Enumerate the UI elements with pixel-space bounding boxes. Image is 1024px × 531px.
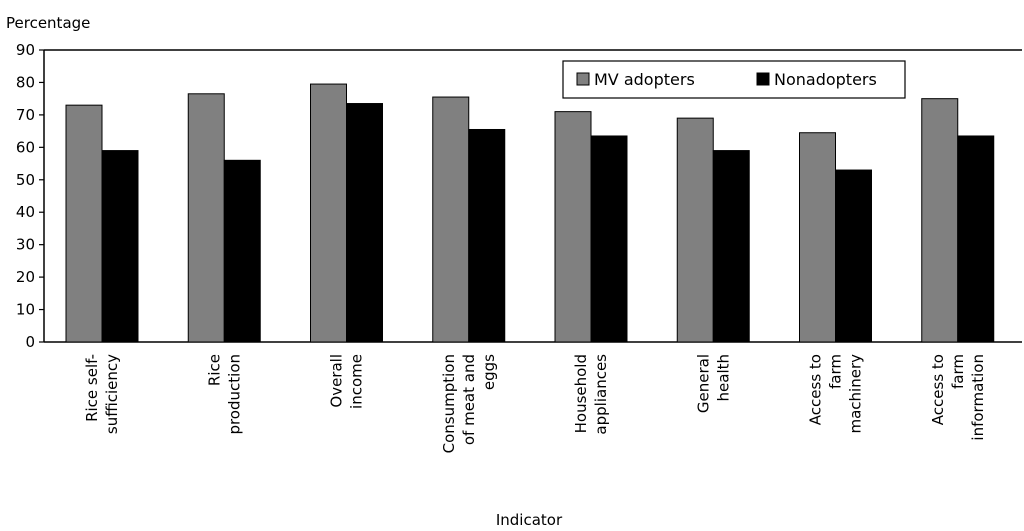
x-category-label-line: production — [225, 354, 243, 435]
y-axis-ticks: 0 10 20 30 40 50 60 70 80 90 — [16, 41, 44, 351]
x-category-label-line: Access to — [807, 354, 825, 425]
x-category-label-line: Household — [572, 354, 590, 433]
bar-nonadopters — [957, 135, 995, 343]
y-tick-label: 30 — [16, 236, 35, 254]
y-tick-label: 20 — [16, 268, 35, 286]
x-category-label-line: Rice — [205, 354, 223, 386]
x-category-label-line: sufficiency — [103, 354, 121, 434]
bar-nonadopters — [223, 159, 261, 343]
bar-mv-adopters — [310, 83, 347, 343]
x-category-label-line: Consumption — [440, 354, 458, 453]
x-category-label-line: farm — [827, 354, 845, 389]
x-category-label: Access to farm machinery — [807, 354, 865, 434]
y-tick-label: 60 — [16, 138, 35, 156]
y-tick-label: 80 — [16, 73, 35, 91]
bar-mv-adopters — [65, 104, 103, 343]
y-tick-label: 0 — [25, 333, 35, 351]
legend-label: MV adopters — [594, 70, 695, 89]
x-category-label-line: General — [694, 354, 712, 413]
y-tick-label: 90 — [16, 41, 35, 59]
x-axis-category-labels: Rice self-sufficiency Rice production Overa… — [83, 354, 987, 454]
bar-nonadopters — [346, 103, 383, 343]
bar-mv-adopters — [554, 111, 592, 343]
x-category-label-line: Rice self- — [83, 354, 101, 422]
x-category-label-line: Access to — [929, 354, 947, 425]
bar-mv-adopters — [676, 117, 714, 343]
bar-mv-adopters — [187, 93, 225, 343]
x-category-label: Access to farm information — [929, 354, 987, 441]
x-category-label: General health — [694, 354, 732, 413]
y-tick-label: 40 — [16, 203, 35, 221]
y-tick-label: 50 — [16, 171, 35, 189]
bar-mv-adopters — [432, 96, 470, 343]
x-category-label-line: information — [969, 354, 987, 441]
x-category-label: Rice self-sufficiency — [83, 354, 121, 434]
legend-swatch — [576, 72, 590, 86]
x-category-label: Overall income — [328, 354, 366, 409]
x-category-label-line: farm — [949, 354, 967, 389]
x-category-label: Household appliances — [572, 354, 610, 435]
x-category-label-line: appliances — [592, 354, 610, 435]
x-category-label-line: machinery — [847, 354, 865, 434]
bar-nonadopters — [101, 150, 139, 343]
y-tick-label: 10 — [16, 301, 35, 319]
bar-mv-adopters — [921, 98, 959, 343]
y-axis-title: Percentage — [6, 14, 90, 32]
x-category-label: Consumption of meat and eggs — [440, 354, 498, 454]
x-category-label-line: health — [714, 354, 732, 401]
bar-nonadopters — [712, 150, 750, 343]
bar-nonadopters — [835, 169, 872, 343]
legend-box — [562, 60, 906, 99]
legend-label: Nonadopters — [774, 70, 877, 89]
y-tick-label: 70 — [16, 106, 35, 124]
bar-mv-adopters — [799, 132, 836, 343]
x-axis-title: Indicator — [496, 511, 563, 529]
x-category-label-line: Overall — [328, 354, 346, 408]
legend-swatch — [756, 72, 770, 86]
bars-group — [65, 83, 995, 343]
legend: MV adopters Nonadopters — [562, 60, 906, 99]
x-category-label-line: income — [348, 354, 366, 409]
bar-nonadopters — [590, 135, 628, 343]
x-category-label: Rice production — [205, 354, 243, 435]
x-category-label-line: of meat and — [460, 354, 478, 445]
bar-nonadopters — [468, 128, 506, 343]
x-category-label-line: eggs — [480, 354, 498, 390]
